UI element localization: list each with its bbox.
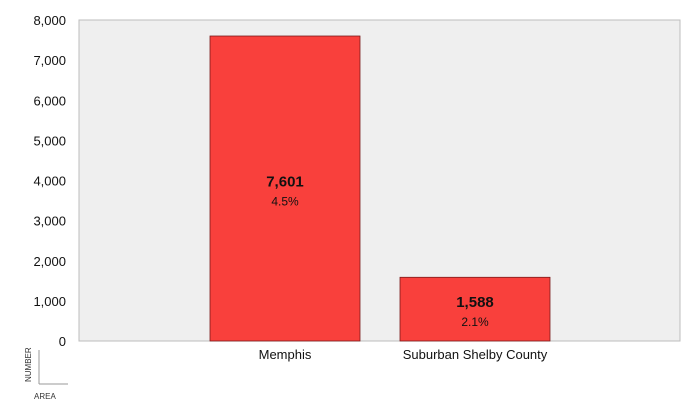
y-tick-label: 8,000 (33, 13, 66, 28)
y-axis-title: NUMBER (24, 347, 33, 382)
y-tick-label: 1,000 (33, 294, 66, 309)
y-tick-label: 7,000 (33, 53, 66, 68)
x-axis: Memphis Suburban Shelby County (259, 347, 548, 362)
y-axis: 0 1,000 2,000 3,000 4,000 5,000 6,000 7,000 8,00… (33, 13, 66, 349)
bar-percent-label: 4.5% (271, 195, 299, 209)
bar (399, 276, 551, 342)
y-tick-label: 6,000 (33, 93, 66, 108)
bar-percent-label: 2.1% (461, 315, 489, 329)
x-category-label: Memphis (259, 347, 312, 362)
y-tick-label: 2,000 (33, 254, 66, 269)
y-tick-label: 0 (59, 334, 66, 349)
y-tick-label: 5,000 (33, 133, 66, 148)
plot-area (78, 19, 681, 342)
bar (209, 35, 361, 342)
bar-value-label: 7,601 (266, 174, 304, 191)
y-tick-label: 4,000 (33, 174, 66, 189)
bar-value-label: 1,588 (456, 294, 494, 311)
y-tick-label: 3,000 (33, 214, 66, 229)
x-category-label: Suburban Shelby County (403, 347, 548, 362)
bars: 7,601 4.5% 1,588 2.1% (209, 35, 551, 342)
x-axis-title: AREA (34, 392, 56, 401)
